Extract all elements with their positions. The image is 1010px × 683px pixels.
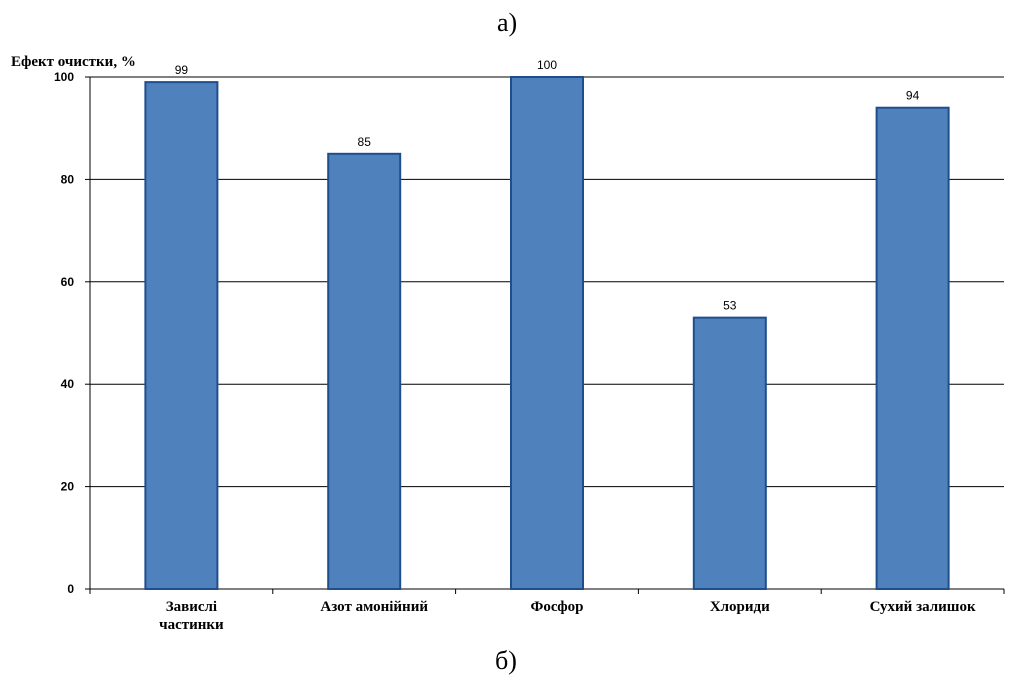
y-tick-label: 40	[61, 377, 75, 391]
y-tick-label: 100	[54, 70, 74, 84]
y-tick-label: 80	[61, 172, 75, 186]
data-label: 99	[175, 63, 189, 77]
data-label: 85	[358, 135, 372, 149]
bars	[144, 76, 950, 591]
caption-b: б)	[495, 646, 517, 675]
x-category-label: Азот амонійний	[320, 599, 428, 615]
x-category-label: Фосфор	[530, 599, 583, 615]
bar	[144, 81, 219, 591]
x-category-label: Хлориди	[710, 599, 770, 615]
y-tick-label: 60	[61, 275, 75, 289]
data-labels: 99 85 100 53 94	[175, 58, 920, 313]
bar	[327, 152, 402, 591]
data-label: 94	[906, 89, 920, 103]
data-label: 53	[723, 299, 737, 313]
bar	[510, 76, 584, 590]
bar	[692, 316, 767, 590]
data-label: 100	[537, 58, 557, 72]
y-tick-label: 0	[67, 582, 74, 596]
y-tick-label: 20	[61, 480, 75, 494]
y-tick-labels: 0 20 40 60 80 100	[54, 70, 74, 596]
x-category-labels: Завислі частинки Азот амонійний Фосфор Хлори…	[159, 599, 976, 633]
caption-a: а)	[497, 8, 518, 37]
bar	[875, 106, 950, 590]
y-axis-title: Ефект очистки, %	[11, 54, 136, 70]
x-category-label: Завислі частинки	[159, 599, 224, 633]
x-category-label: Сухий залишок	[870, 599, 976, 615]
